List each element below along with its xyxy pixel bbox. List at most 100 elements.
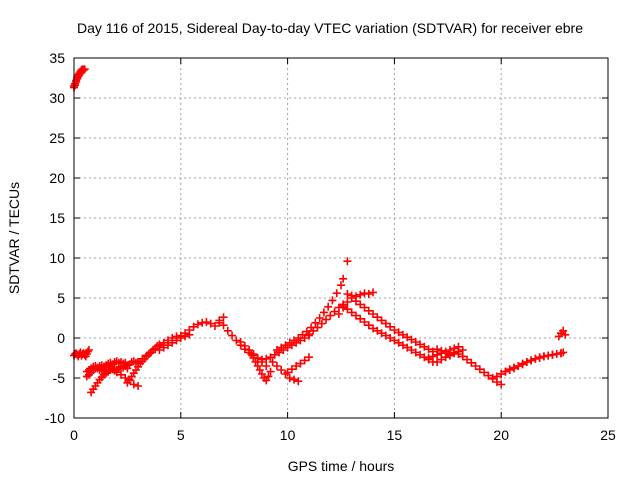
- y-tick-label: -10: [45, 410, 65, 426]
- data-point: [386, 322, 395, 331]
- data-point: [332, 289, 341, 298]
- data-point: [193, 320, 202, 329]
- data-point: [471, 362, 480, 370]
- data-point: [138, 354, 147, 363]
- data-point: [356, 300, 365, 309]
- data-point: [416, 340, 425, 349]
- data-point: [240, 342, 249, 350]
- data-point: [484, 371, 493, 380]
- data-point: [134, 358, 143, 366]
- x-tick-label: 10: [280, 427, 296, 443]
- data-point: [407, 335, 416, 344]
- data-point: [514, 362, 523, 370]
- data-point: [266, 367, 275, 376]
- data-point: [281, 341, 290, 350]
- y-tick-label: 20: [49, 170, 65, 186]
- data-point: [121, 374, 130, 382]
- data-point: [463, 355, 472, 364]
- data-point: [315, 314, 324, 322]
- data-point: [210, 322, 219, 330]
- data-point: [290, 336, 299, 345]
- data-point: [294, 377, 303, 386]
- data-point: [377, 329, 386, 338]
- data-point: [360, 318, 369, 326]
- x-tick-label: 15: [387, 427, 403, 443]
- data-point: [488, 374, 497, 382]
- data-point: [324, 302, 333, 311]
- data-point: [285, 374, 294, 382]
- data-point: [163, 341, 172, 350]
- data-point: [394, 328, 403, 337]
- data-point: [403, 333, 412, 342]
- data-point: [292, 362, 301, 370]
- data-point: [527, 356, 536, 365]
- data-point: [330, 307, 339, 316]
- data-point: [277, 343, 286, 352]
- data-point: [433, 358, 442, 366]
- data-point: [390, 336, 399, 345]
- data-point: [559, 348, 568, 357]
- data-point: [266, 353, 275, 362]
- data-point: [360, 303, 369, 312]
- data-point: [386, 334, 395, 342]
- data-point: [339, 274, 348, 283]
- data-point: [264, 372, 273, 381]
- data-point: [531, 354, 540, 363]
- data-point: [364, 290, 373, 298]
- data-point: [112, 368, 121, 377]
- data-point: [155, 346, 164, 354]
- data-point: [223, 326, 232, 335]
- data-point: [416, 350, 425, 359]
- data-point: [319, 308, 328, 317]
- data-point: [296, 359, 305, 368]
- tick-labels: 0 5 10 15 20 25 -10 -5 0 5 10 15 20 25 30 35: [45, 50, 616, 443]
- data-point: [437, 349, 446, 358]
- data-point: [518, 360, 527, 369]
- data-point: [123, 364, 132, 373]
- data-point: [159, 343, 168, 352]
- data-point: [522, 358, 531, 366]
- data-point: [535, 353, 544, 362]
- data-point: [492, 372, 501, 381]
- data-point: [454, 342, 463, 351]
- y-tick-label: 30: [49, 90, 65, 106]
- data-point: [390, 326, 399, 334]
- data-point: [501, 367, 510, 376]
- data-point: [343, 290, 352, 298]
- data-point: [202, 318, 211, 326]
- x-tick-label: 25: [600, 427, 616, 443]
- data-point: [373, 326, 382, 335]
- data-point: [294, 334, 303, 342]
- data-point: [424, 354, 433, 362]
- data-point: [129, 380, 138, 389]
- data-point: [326, 311, 335, 320]
- chart-title: Day 116 of 2015, Sidereal Day-to-day VTE…: [77, 20, 583, 36]
- data-point: [398, 330, 407, 339]
- data-point: [328, 296, 337, 305]
- data-point: [334, 310, 343, 318]
- data-point: [450, 344, 459, 353]
- data-point: [134, 382, 143, 390]
- data-point: [285, 338, 294, 347]
- data-point: [441, 347, 450, 356]
- data-point: [84, 346, 93, 354]
- data-point: [505, 365, 514, 374]
- data-point: [219, 313, 228, 322]
- data-point: [467, 358, 476, 367]
- data-point: [277, 366, 286, 374]
- data-point: [172, 336, 181, 345]
- data-point: [339, 302, 348, 310]
- y-tick-label: 25: [49, 130, 65, 146]
- data-point: [475, 365, 484, 374]
- data-point: [356, 314, 365, 323]
- data-point: [347, 308, 356, 317]
- data-point: [561, 330, 570, 339]
- data-point: [236, 338, 245, 346]
- data-point: [322, 315, 331, 324]
- data-point: [398, 341, 407, 350]
- data-point: [262, 354, 271, 363]
- data-point: [83, 347, 92, 356]
- data-point: [337, 281, 345, 290]
- data-point: [445, 346, 454, 354]
